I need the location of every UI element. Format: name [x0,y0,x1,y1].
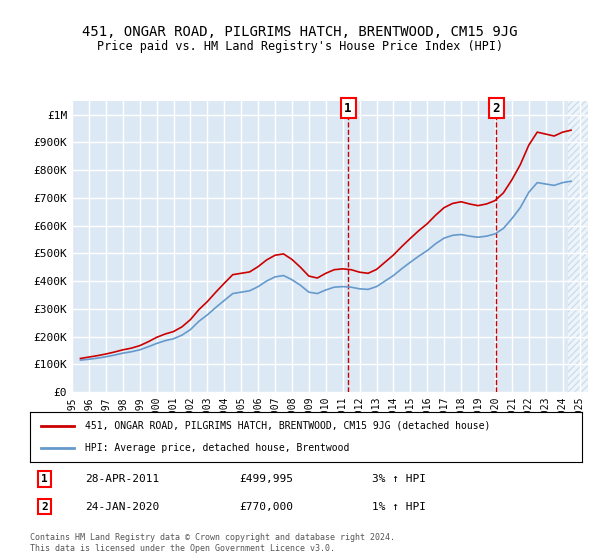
Text: 2: 2 [493,101,500,115]
Text: 1: 1 [344,101,352,115]
Text: 2: 2 [41,502,48,512]
Text: 28-APR-2011: 28-APR-2011 [85,474,160,484]
Text: 24-JAN-2020: 24-JAN-2020 [85,502,160,512]
Text: £770,000: £770,000 [240,502,294,512]
Text: £499,995: £499,995 [240,474,294,484]
Text: Price paid vs. HM Land Registry's House Price Index (HPI): Price paid vs. HM Land Registry's House … [97,40,503,53]
Text: 451, ONGAR ROAD, PILGRIMS HATCH, BRENTWOOD, CM15 9JG: 451, ONGAR ROAD, PILGRIMS HATCH, BRENTWO… [82,25,518,39]
Text: 1: 1 [41,474,48,484]
Text: 1% ↑ HPI: 1% ↑ HPI [372,502,426,512]
Bar [568,101,588,392]
Text: 3% ↑ HPI: 3% ↑ HPI [372,474,426,484]
Text: 451, ONGAR ROAD, PILGRIMS HATCH, BRENTWOOD, CM15 9JG (detached house): 451, ONGAR ROAD, PILGRIMS HATCH, BRENTWO… [85,421,491,431]
Text: HPI: Average price, detached house, Brentwood: HPI: Average price, detached house, Bren… [85,443,350,453]
Text: Contains HM Land Registry data © Crown copyright and database right 2024.
This d: Contains HM Land Registry data © Crown c… [30,533,395,553]
